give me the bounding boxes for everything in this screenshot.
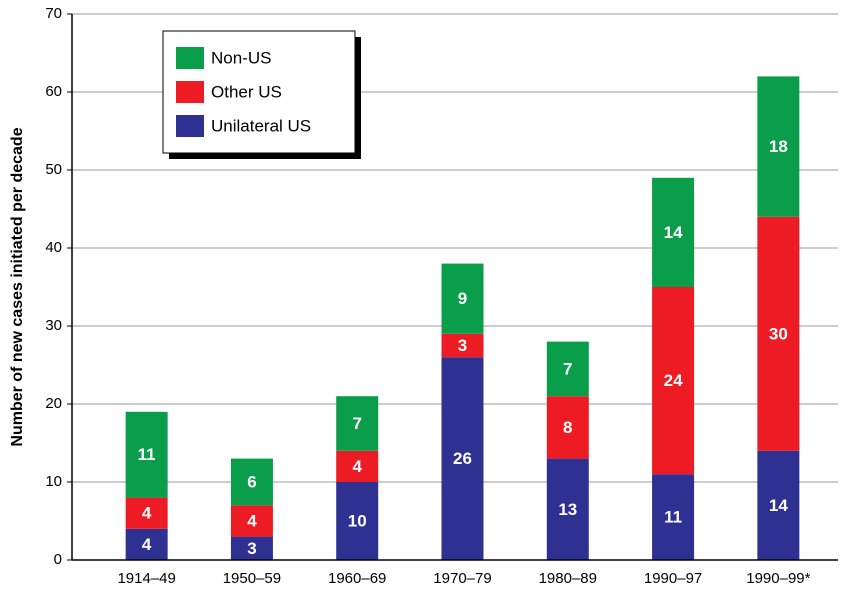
bar-segment bbox=[546, 458, 589, 560]
y-tick-label: 10 bbox=[45, 473, 62, 490]
x-tick-label: 1970–79 bbox=[433, 570, 491, 587]
x-tick-label: 1980–89 bbox=[539, 570, 597, 587]
bar-segment bbox=[230, 536, 273, 560]
y-tick-label: 40 bbox=[45, 239, 62, 256]
bar-segment bbox=[336, 396, 379, 451]
bar-segment bbox=[230, 505, 273, 537]
y-tick-label: 0 bbox=[54, 551, 62, 568]
bar-segment bbox=[230, 458, 273, 506]
value-label: 14 bbox=[664, 223, 683, 242]
value-label: 6 bbox=[247, 472, 256, 491]
bar-segment bbox=[546, 341, 589, 397]
value-label: 10 bbox=[348, 511, 367, 530]
y-tick-label: 20 bbox=[45, 395, 62, 412]
legend-swatch bbox=[176, 81, 204, 103]
bar-segment bbox=[652, 287, 695, 475]
bar-segment bbox=[757, 76, 800, 217]
value-label: 3 bbox=[458, 336, 467, 355]
legend-label: Other US bbox=[211, 82, 282, 101]
value-label: 4 bbox=[247, 511, 257, 530]
bar-segment bbox=[757, 216, 800, 451]
value-label: 18 bbox=[769, 137, 788, 156]
bar-segment bbox=[652, 177, 695, 287]
value-label: 7 bbox=[563, 359, 572, 378]
value-label: 30 bbox=[769, 324, 788, 343]
bar-segment bbox=[125, 411, 168, 498]
bar-segment bbox=[441, 357, 484, 560]
value-label: 3 bbox=[247, 539, 256, 558]
x-tick-label: 1950–59 bbox=[223, 570, 281, 587]
value-label: 4 bbox=[142, 504, 152, 523]
y-tick-label: 50 bbox=[45, 161, 62, 178]
legend-swatch bbox=[176, 115, 204, 137]
bar-segment bbox=[652, 474, 695, 560]
value-label: 11 bbox=[138, 445, 156, 464]
value-label: 7 bbox=[352, 414, 361, 433]
legend-swatch bbox=[176, 47, 204, 69]
bar-segment bbox=[546, 396, 589, 459]
x-tick-label: 1990–97 bbox=[644, 570, 702, 587]
y-axis-label: Number of new cases initiated per decade bbox=[9, 127, 26, 446]
value-label: 13 bbox=[558, 500, 577, 519]
x-tick-label: 1914–49 bbox=[117, 570, 175, 587]
value-label: 9 bbox=[458, 289, 467, 308]
x-tick-label: 1960–69 bbox=[328, 570, 386, 587]
bar-segment bbox=[757, 450, 800, 560]
value-label: 4 bbox=[352, 457, 362, 476]
bar-segment bbox=[336, 450, 379, 482]
bar-segment bbox=[441, 333, 484, 358]
bar-segment bbox=[125, 528, 168, 560]
legend-label: Unilateral US bbox=[211, 116, 311, 135]
value-label: 8 bbox=[563, 418, 572, 437]
value-label: 14 bbox=[769, 496, 788, 515]
y-tick-label: 70 bbox=[45, 5, 62, 22]
bar-segment bbox=[441, 263, 484, 334]
bar-segment bbox=[336, 482, 379, 560]
value-label: 11 bbox=[664, 508, 682, 527]
y-tick-label: 60 bbox=[45, 83, 62, 100]
y-tick-label: 30 bbox=[45, 317, 62, 334]
bar-segment bbox=[125, 497, 168, 529]
value-label: 4 bbox=[142, 535, 152, 554]
x-tick-label: 1990–99* bbox=[746, 570, 810, 587]
legend-label: Non-US bbox=[211, 48, 271, 67]
value-label: 24 bbox=[664, 371, 683, 390]
value-label: 26 bbox=[453, 449, 472, 468]
